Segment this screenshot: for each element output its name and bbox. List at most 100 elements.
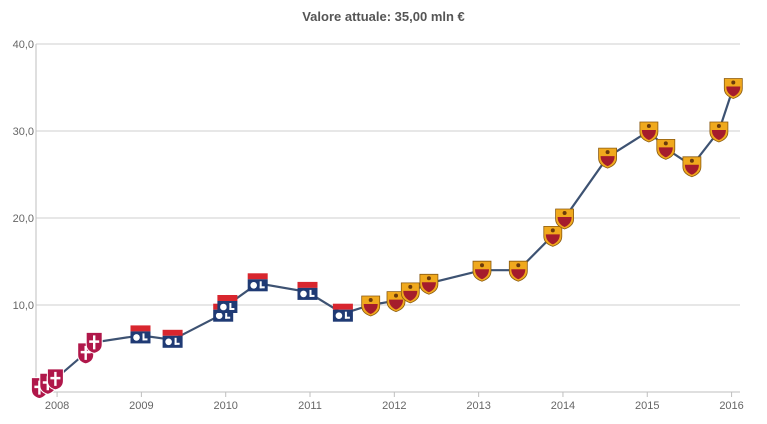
data-point-roma-crest[interactable] xyxy=(723,78,743,99)
y-tick-label: 40,0 xyxy=(13,39,34,51)
roma-wolf xyxy=(731,80,736,85)
lyon-l-foot xyxy=(309,294,315,297)
metz-cross xyxy=(89,335,100,350)
lyon-l-foot xyxy=(142,338,148,341)
roma-lower xyxy=(711,130,726,140)
lyon-l xyxy=(344,311,347,319)
lyon-o xyxy=(250,282,257,289)
roma-lower xyxy=(557,217,572,227)
roma-lower xyxy=(726,86,741,97)
y-tick-label: 30,0 xyxy=(13,126,34,138)
roma-wolf xyxy=(663,141,668,146)
lyon-banner xyxy=(217,295,238,301)
lyon-l xyxy=(174,337,177,345)
x-tick-label: 2014 xyxy=(551,400,575,412)
roma-wolf xyxy=(426,276,431,281)
x-tick-label: 2009 xyxy=(129,400,153,412)
data-point-roma-crest[interactable] xyxy=(639,121,659,143)
lyon-l xyxy=(225,311,228,319)
lyon-o xyxy=(133,334,140,341)
lyon-l xyxy=(229,303,232,310)
lyon-banner xyxy=(162,329,183,336)
lyon-l-foot xyxy=(174,342,180,345)
data-point-lyon-crest[interactable] xyxy=(247,273,268,292)
data-point-metz-crest[interactable] xyxy=(85,331,103,354)
lyon-banner xyxy=(297,281,318,288)
lyon-l xyxy=(309,289,312,297)
roma-wolf xyxy=(480,263,484,268)
lyon-o xyxy=(300,290,307,298)
roma-lower xyxy=(389,299,403,310)
roma-lower xyxy=(511,269,526,280)
data-point-roma-crest[interactable] xyxy=(419,273,439,295)
roma-lower xyxy=(641,130,656,140)
club-crest-markers[interactable] xyxy=(30,78,743,400)
roma-wolf xyxy=(646,124,651,128)
y-tick-label: 20,0 xyxy=(13,213,34,225)
lyon-o xyxy=(335,312,343,319)
metz-cross xyxy=(50,371,61,386)
roma-lower xyxy=(475,269,489,280)
data-point-metz-crest[interactable] xyxy=(46,368,64,391)
roma-wolf xyxy=(689,158,694,163)
data-point-lyon-crest[interactable] xyxy=(162,329,183,348)
data-point-roma-crest[interactable] xyxy=(598,147,617,169)
data-point-roma-crest[interactable] xyxy=(386,291,406,313)
x-tick-label: 2016 xyxy=(719,400,743,412)
roma-lower xyxy=(545,234,560,245)
axis-labels: 40,0 30,0 20,0 10,0 2008 2009 2010 2011 2012 2013… xyxy=(13,39,744,412)
chart-title: Valore attuale: 35,00 mln € xyxy=(302,9,465,24)
lyon-banner xyxy=(247,273,268,280)
roma-wolf xyxy=(605,150,610,155)
data-point-roma-crest[interactable] xyxy=(656,138,676,160)
data-point-lyon-crest[interactable] xyxy=(297,281,318,300)
data-point-lyon-crest[interactable] xyxy=(217,295,238,313)
data-point-lyon-crest[interactable] xyxy=(332,303,353,322)
lyon-o xyxy=(215,312,223,319)
lyon-l-foot xyxy=(229,308,235,310)
lyon-l-foot xyxy=(344,316,350,319)
roma-wolf xyxy=(408,284,413,289)
roma-wolf xyxy=(368,298,373,302)
data-point-roma-crest[interactable] xyxy=(709,121,729,143)
roma-wolf xyxy=(716,124,721,128)
lyon-l xyxy=(142,333,145,341)
x-tick-label: 2013 xyxy=(466,400,490,412)
data-point-roma-crest[interactable] xyxy=(508,260,528,282)
roma-lower xyxy=(363,304,378,314)
lyon-banner xyxy=(130,325,151,332)
roma-wolf xyxy=(394,293,398,298)
data-point-roma-crest[interactable] xyxy=(400,282,420,304)
data-point-roma-crest[interactable] xyxy=(543,225,563,247)
lyon-l xyxy=(259,281,262,289)
roma-lower xyxy=(421,282,436,293)
y-tick-label: 10,0 xyxy=(13,300,34,312)
roma-lower xyxy=(600,156,615,167)
grid-lines xyxy=(35,43,740,397)
roma-lower xyxy=(403,290,418,301)
data-point-roma-crest[interactable] xyxy=(682,156,702,178)
lyon-l-foot xyxy=(259,286,265,289)
lyon-o xyxy=(220,303,227,311)
data-point-roma-crest[interactable] xyxy=(472,260,492,282)
x-tick-label: 2010 xyxy=(213,400,237,412)
x-tick-label: 2008 xyxy=(45,400,69,412)
roma-wolf xyxy=(550,228,555,233)
metz-cross xyxy=(34,380,45,395)
lyon-banner xyxy=(332,303,353,310)
roma-lower xyxy=(684,164,699,175)
x-tick-label: 2012 xyxy=(382,400,406,412)
data-point-roma-crest[interactable] xyxy=(361,295,381,317)
roma-wolf xyxy=(516,263,521,268)
x-tick-label: 2015 xyxy=(635,400,659,412)
roma-lower xyxy=(658,147,673,158)
data-point-lyon-crest[interactable] xyxy=(130,325,151,344)
metz-cross xyxy=(80,345,91,360)
data-point-roma-crest[interactable] xyxy=(555,208,574,230)
lyon-l-foot xyxy=(225,316,231,319)
roma-wolf xyxy=(562,211,567,215)
x-tick-label: 2011 xyxy=(298,400,322,412)
lyon-o xyxy=(165,338,172,346)
